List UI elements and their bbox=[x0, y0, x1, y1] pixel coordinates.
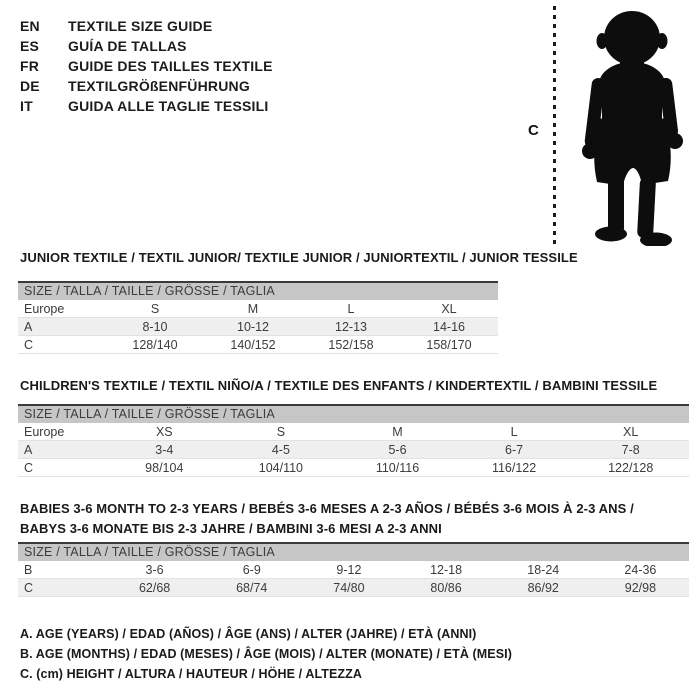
table-row-europe: Europe XS S M L XL bbox=[18, 423, 689, 441]
size-header-label: SIZE / TALLA / TAILLE / GRÖSSE / TAGLIA bbox=[24, 407, 275, 421]
size-cell: S bbox=[150, 301, 160, 316]
language-title-list: EN TEXTILE SIZE GUIDE ES GUÍA DE TALLAS … bbox=[20, 16, 273, 116]
size-cell: M bbox=[392, 424, 403, 439]
babies-size-table: SIZE / TALLA / TAILLE / GRÖSSE / TAGLIA … bbox=[18, 542, 689, 597]
height-cell: 92/98 bbox=[624, 580, 657, 595]
size-header-bar: SIZE / TALLA / TAILLE / GRÖSSE / TAGLIA bbox=[18, 542, 689, 561]
size-cell: XL bbox=[441, 301, 457, 316]
language-code: IT bbox=[20, 98, 33, 114]
age-cell: 12-13 bbox=[335, 319, 367, 334]
size-cell: S bbox=[276, 424, 286, 439]
height-measure-figure: C bbox=[520, 4, 700, 250]
age-cell: 14-16 bbox=[433, 319, 465, 334]
babies-title-line2: BABYS 3-6 MONATE BIS 2-3 JAHRE / BAMBINI… bbox=[20, 520, 442, 536]
months-cell: 24-36 bbox=[624, 562, 657, 577]
language-code: EN bbox=[20, 18, 40, 34]
height-cell: 152/158 bbox=[328, 337, 374, 352]
table-row-height: C 98/104 104/110 110/116 116/122 122/128 bbox=[18, 459, 689, 477]
baby-silhouette bbox=[582, 11, 683, 246]
language-row-fr: FR GUIDE DES TAILLES TEXTILE bbox=[20, 56, 273, 76]
size-cell: L bbox=[510, 424, 518, 439]
height-cell: 80/86 bbox=[430, 580, 462, 595]
junior-section-title: JUNIOR TEXTILE / TEXTIL JUNIOR/ TEXTILE … bbox=[20, 250, 578, 265]
age-cell: 10-12 bbox=[237, 319, 269, 334]
baby-figure bbox=[582, 11, 683, 246]
table-row-age: A 3-4 4-5 5-6 6-7 7-8 bbox=[18, 441, 689, 459]
age-cell: 5-6 bbox=[388, 442, 407, 457]
height-cell: 68/74 bbox=[236, 580, 268, 595]
language-row-it: IT GUIDA ALLE TAGLIE TESSILI bbox=[20, 96, 273, 116]
row-label: Europe bbox=[24, 424, 65, 439]
table-row-age: A 8-10 10-12 12-13 14-16 bbox=[18, 318, 498, 336]
table-row-months: B 3-6 6-9 9-12 12-18 18-24 24-36 bbox=[18, 561, 689, 579]
height-cell: 86/92 bbox=[527, 580, 559, 595]
language-row-en: EN TEXTILE SIZE GUIDE bbox=[20, 16, 273, 36]
junior-size-table: SIZE / TALLA / TAILLE / GRÖSSE / TAGLIA … bbox=[18, 281, 498, 354]
months-cell: 6-9 bbox=[242, 562, 261, 577]
language-title: TEXTILE SIZE GUIDE bbox=[68, 18, 213, 34]
size-cell: L bbox=[347, 301, 355, 316]
row-label: A bbox=[24, 442, 33, 457]
age-cell: 8-10 bbox=[142, 319, 168, 334]
size-cell: M bbox=[247, 301, 259, 316]
height-cell: 110/116 bbox=[375, 460, 420, 475]
size-cell: XL bbox=[623, 424, 639, 439]
language-title: GUÍA DE TALLAS bbox=[68, 38, 187, 54]
height-cell: 128/140 bbox=[132, 337, 178, 352]
language-title: GUIDE DES TAILLES TEXTILE bbox=[68, 58, 273, 74]
months-cell: 9-12 bbox=[336, 562, 362, 577]
legend-line-b: B. AGE (MONTHS) / EDAD (MESES) / ÂGE (MO… bbox=[20, 647, 513, 661]
months-cell: 3-6 bbox=[145, 562, 164, 577]
row-label: A bbox=[24, 319, 33, 334]
language-code: DE bbox=[20, 78, 40, 94]
row-label: C bbox=[24, 337, 34, 352]
height-cell: 62/68 bbox=[138, 580, 171, 595]
months-cell: 18-24 bbox=[527, 562, 560, 577]
size-header-bar: SIZE / TALLA / TAILLE / GRÖSSE / TAGLIA bbox=[18, 404, 689, 423]
height-cell: 140/152 bbox=[230, 337, 276, 352]
table-row-europe: Europe S M L XL bbox=[18, 300, 498, 318]
legend-line-a: A. AGE (YEARS) / EDAD (AÑOS) / ÂGE (ANS)… bbox=[20, 627, 477, 641]
height-cell: 122/128 bbox=[608, 460, 654, 475]
size-cell: XS bbox=[155, 424, 173, 439]
babies-section-title: BABIES 3-6 MONTH TO 2-3 YEARS / BEBÉS 3-… bbox=[20, 499, 634, 538]
height-dashed-line bbox=[553, 6, 556, 246]
height-cell: 98/104 bbox=[145, 460, 184, 475]
age-cell: 3-4 bbox=[155, 442, 174, 457]
row-label: C bbox=[24, 460, 34, 475]
row-label: B bbox=[24, 562, 33, 577]
measure-c-label: C bbox=[528, 122, 539, 139]
months-cell: 12-18 bbox=[430, 562, 463, 577]
measure-legend: A. AGE (YEARS) / EDAD (AÑOS) / ÂGE (ANS)… bbox=[20, 624, 512, 684]
table-row-height: C 128/140 140/152 152/158 158/170 bbox=[18, 336, 498, 354]
size-header-label: SIZE / TALLA / TAILLE / GRÖSSE / TAGLIA bbox=[24, 284, 275, 298]
legend-line-c: C. (cm) HEIGHT / ALTURA / HAUTEUR / HÖHE… bbox=[20, 667, 363, 681]
children-section-title: CHILDREN'S TEXTILE / TEXTIL NIÑO/A / TEX… bbox=[20, 378, 658, 393]
language-row-es: ES GUÍA DE TALLAS bbox=[20, 36, 273, 56]
size-header-bar: SIZE / TALLA / TAILLE / GRÖSSE / TAGLIA bbox=[18, 281, 498, 300]
height-cell: 158/170 bbox=[426, 337, 472, 352]
height-cell: 74/80 bbox=[333, 580, 365, 595]
language-code: FR bbox=[20, 58, 40, 74]
size-header-label: SIZE / TALLA / TAILLE / GRÖSSE / TAGLIA bbox=[24, 545, 275, 559]
height-cell: 116/122 bbox=[491, 460, 537, 475]
language-row-de: DE TEXTILGRÖßENFÜHRUNG bbox=[20, 76, 273, 96]
children-size-table: SIZE / TALLA / TAILLE / GRÖSSE / TAGLIA … bbox=[18, 404, 689, 477]
language-code: ES bbox=[20, 38, 40, 54]
row-label: Europe bbox=[24, 301, 65, 316]
age-cell: 4-5 bbox=[271, 442, 290, 457]
language-title: TEXTILGRÖßENFÜHRUNG bbox=[68, 78, 250, 94]
row-label: C bbox=[24, 580, 34, 595]
babies-title-line1: BABIES 3-6 MONTH TO 2-3 YEARS / BEBÉS 3-… bbox=[20, 501, 634, 516]
table-row-height: C 62/68 68/74 74/80 80/86 86/92 92/98 bbox=[18, 579, 689, 597]
age-cell: 6-7 bbox=[505, 442, 524, 457]
language-title: GUIDA ALLE TAGLIE TESSILI bbox=[68, 98, 269, 114]
height-cell: 104/110 bbox=[258, 460, 304, 475]
age-cell: 7-8 bbox=[621, 442, 640, 457]
